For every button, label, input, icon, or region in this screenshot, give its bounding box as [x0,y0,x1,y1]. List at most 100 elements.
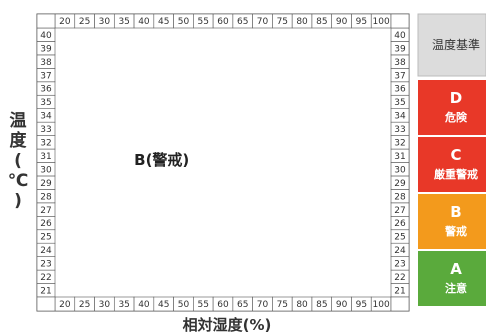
y-tick-label-left: 37 [40,71,51,81]
y-tick-label-right: 32 [394,139,405,149]
legend-name: 厳重警戒 [434,167,478,181]
y-tick-label-right: 23 [394,260,405,270]
legend-item-b [418,194,486,249]
x-tick-label-bottom: 20 [59,300,71,310]
x-tick-label-top: 25 [79,17,90,27]
y-tick-label-right: 33 [394,125,405,135]
legend-title: 温度基準 [432,37,480,52]
y-tick-label-left: 23 [40,260,51,270]
y-tick-label-left: 31 [40,152,51,162]
y-tick-label-right: 25 [394,233,405,243]
x-tick-label-bottom: 75 [277,300,288,310]
x-tick-label-top: 100 [373,17,390,27]
y-tick-label-right: 31 [394,152,405,162]
y-tick-label-right: 30 [394,165,406,175]
x-tick-label-top: 20 [59,17,71,27]
y-tick-label-left: 38 [40,58,52,68]
frame-corner [390,13,410,29]
x-tick-label-bottom: 30 [99,300,111,310]
tick-frame: 20 20 25 25 30 30 35 35 40 40 45 45 50 50 55 55 60 60 65 65… [36,13,410,312]
y-tick-label-right: 26 [394,219,406,229]
x-tick-label-bottom: 90 [336,300,348,310]
x-tick-label-top: 95 [356,17,367,27]
legend-letter: A [450,260,462,278]
y-tick-label-right: 39 [394,44,406,54]
legend-item-c [418,137,486,192]
x-tick-label-bottom: 65 [237,300,248,310]
legend-header [417,13,486,77]
y-tick-label-right: 21 [394,286,405,296]
zone-label-d: D(危険) [236,58,292,76]
x-tick-label-bottom: 70 [257,300,269,310]
x-tick-label-bottom: 95 [356,300,367,310]
y-tick-label-right: 37 [394,71,405,81]
x-tick-label-bottom: 55 [198,300,209,310]
y-tick-label-left: 30 [40,165,52,175]
y-tick-label-left: 29 [40,179,52,189]
x-tick-label-bottom: 45 [158,300,169,310]
y-tick-label-left: 26 [40,219,52,229]
y-axis-label: 温度(℃) [8,111,29,211]
y-tick-label-right: 27 [394,206,405,216]
legend-letter: C [450,146,461,164]
y-tick-label-right: 40 [394,31,406,41]
x-tick-label-top: 80 [296,17,308,27]
x-tick-label-bottom: 60 [217,300,229,310]
x-tick-label-top: 65 [237,17,248,27]
y-tick-label-left: 21 [40,286,51,296]
legend-item-d [418,80,486,135]
chart-frame [36,13,410,312]
y-tick-label-left: 28 [40,192,52,202]
legend-letter: D [450,89,462,107]
x-tick-label-top: 30 [99,17,111,27]
y-tick-label-right: 28 [394,192,406,202]
legend-name: 注意 [445,281,467,295]
y-tick-label-left: 22 [40,273,51,283]
x-tick-label-bottom: 40 [138,300,150,310]
zone-label-c: C (厳重警戒) [153,119,227,154]
x-tick-label-top: 70 [257,17,269,27]
x-tick-label-bottom: 25 [79,300,90,310]
y-tick-label-right: 29 [394,179,406,189]
y-tick-label-left: 39 [40,44,52,54]
legend-item-a [418,251,486,306]
x-tick-label-bottom: 85 [316,300,327,310]
x-tick-label-top: 55 [198,17,209,27]
zone-label-b: B(警戒) [134,151,189,169]
x-tick-label-bottom: 80 [296,300,308,310]
y-tick-label-left: 34 [40,112,52,122]
x-tick-label-top: 50 [178,17,190,27]
y-tick-label-left: 27 [40,206,51,216]
x-tick-label-top: 35 [118,17,129,27]
frame-corner [36,296,56,312]
y-tick-label-right: 38 [394,58,406,68]
y-tick-label-left: 25 [40,233,51,243]
x-tick-label-top: 40 [138,17,150,27]
y-tick-label-right: 35 [394,98,405,108]
zone-labels: D(危険) C (厳重警戒)B(警戒) A(注意) [87,58,293,220]
y-tick-label-right: 34 [394,112,406,122]
legend-name: 警戒 [444,224,467,238]
x-tick-label-top: 60 [217,17,229,27]
x-tick-label-top: 75 [277,17,288,27]
zone-label-a: A(注意) [87,202,142,220]
x-tick-label-top: 90 [336,17,348,27]
x-tick-label-top: 85 [316,17,327,27]
y-tick-label-left: 33 [40,125,51,135]
y-tick-label-left: 24 [40,246,52,256]
legend-name: 危険 [444,110,468,124]
x-axis-label: 相対湿度(%) [183,316,272,334]
y-tick-label-right: 24 [394,246,406,256]
y-tick-label-left: 40 [40,31,52,41]
x-tick-label-top: 45 [158,17,169,27]
x-tick-label-bottom: 35 [118,300,129,310]
y-tick-label-right: 36 [394,85,406,95]
legend-letter: B [450,203,461,221]
x-tick-label-bottom: 100 [373,300,390,310]
legend: 温度基準 D 危険 C 厳重警戒 B 警戒 A 注意 [417,13,486,306]
x-tick-label-bottom: 50 [178,300,190,310]
y-tick-label-left: 32 [40,139,51,149]
frame-corner [36,13,56,29]
frame-corner [390,296,410,312]
